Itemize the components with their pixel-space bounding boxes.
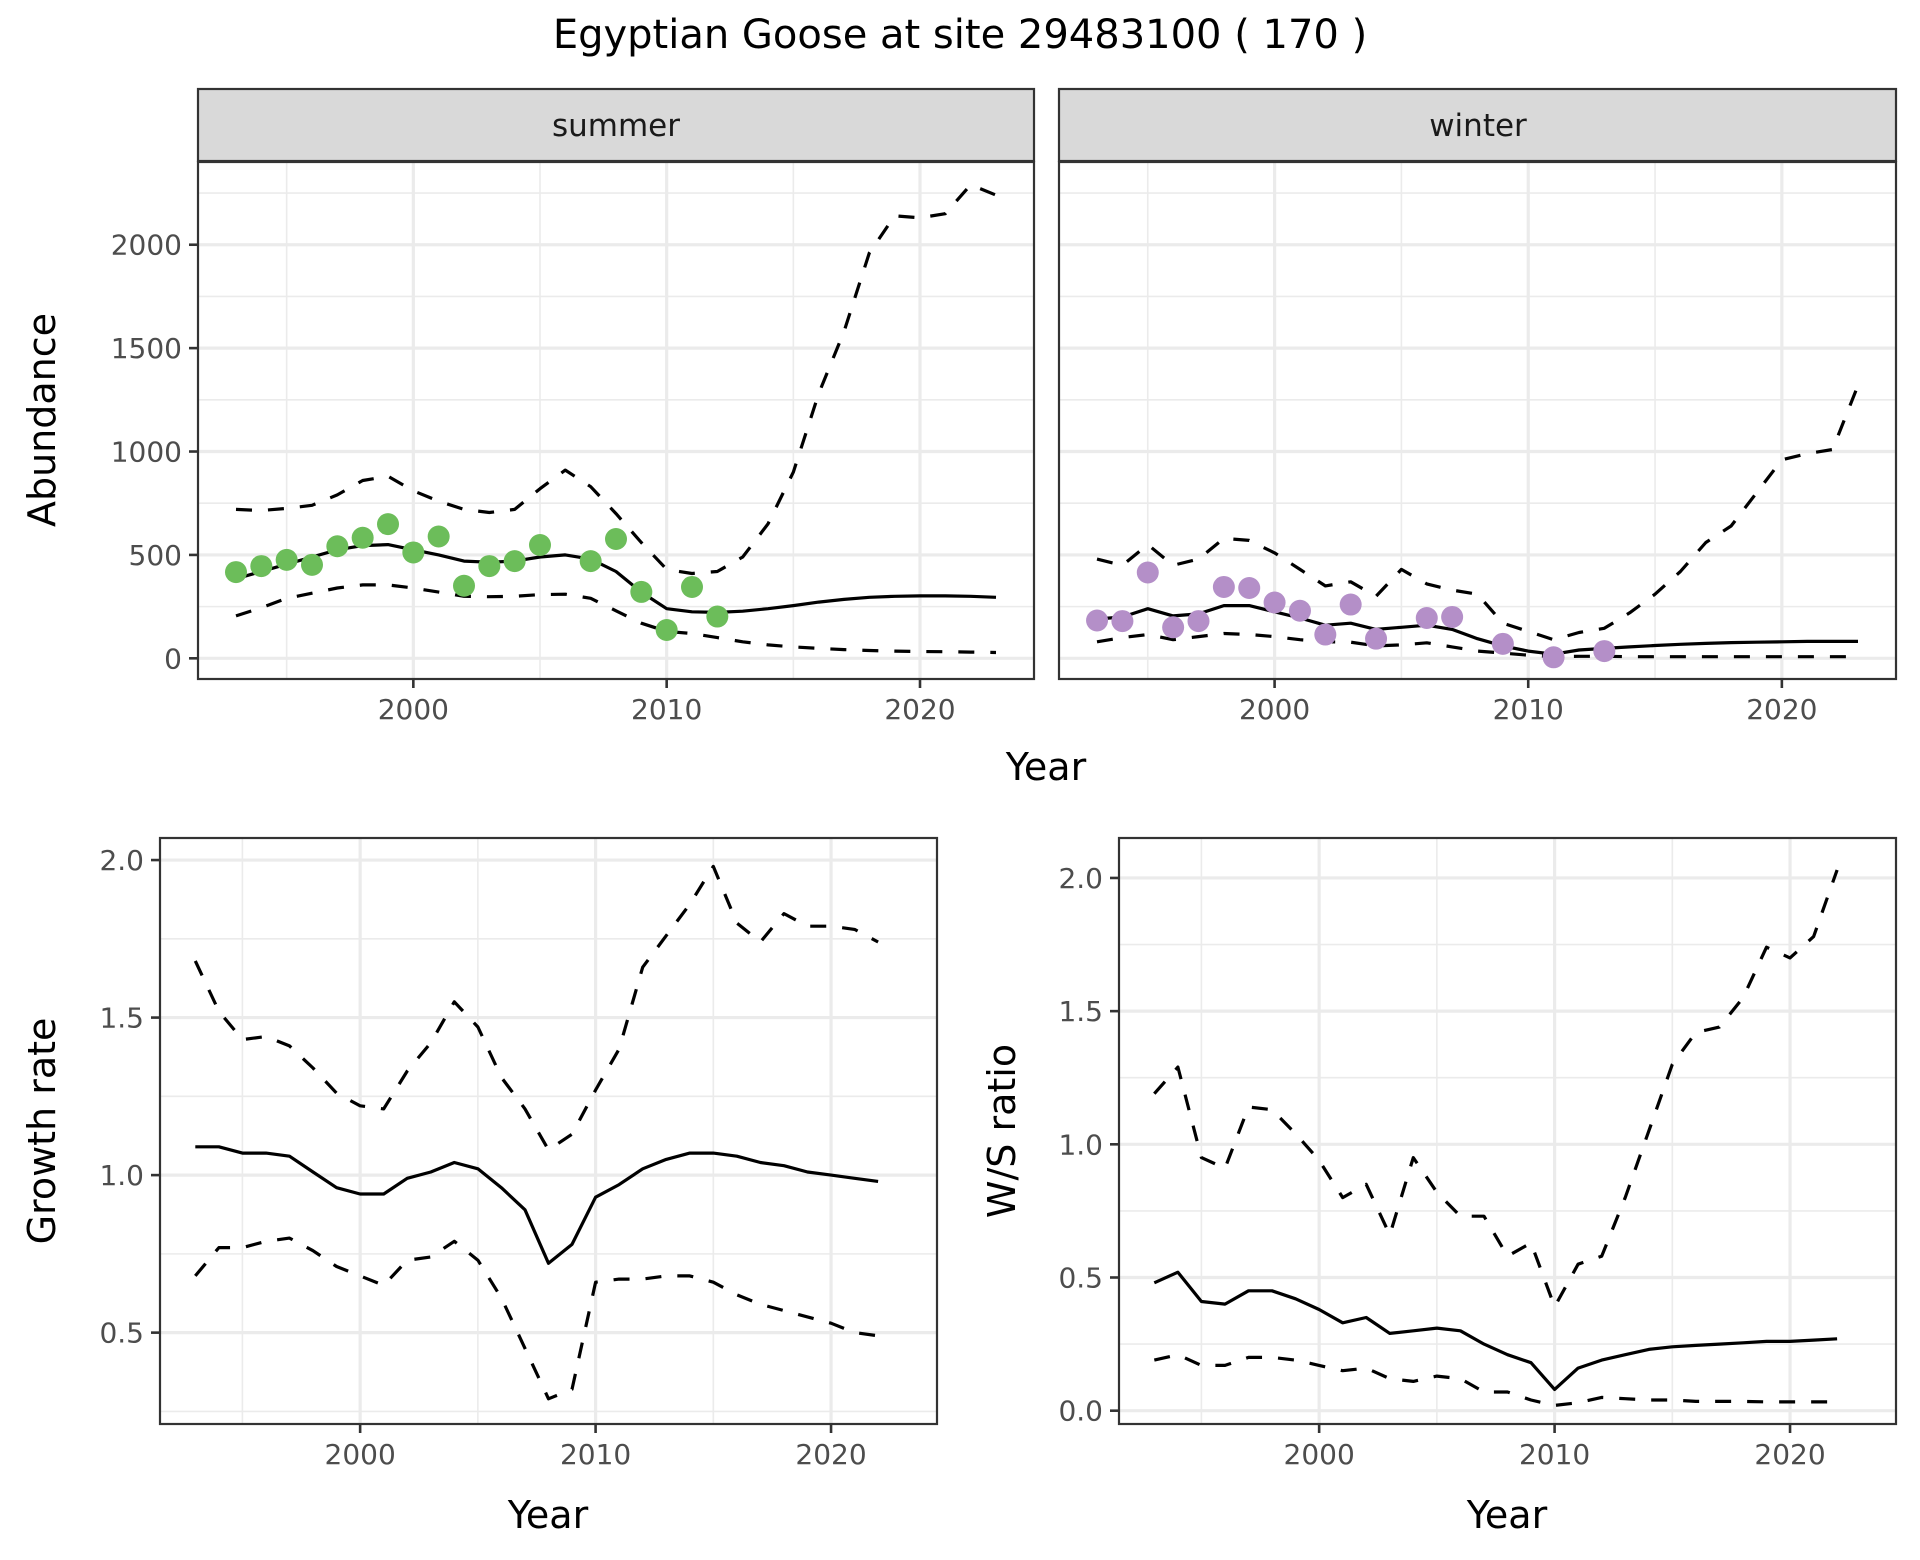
y-tick-label: 1500 <box>111 332 182 365</box>
series-line-mean <box>195 1145 879 1265</box>
data-point <box>225 561 247 584</box>
strip-summer-label: summer <box>552 108 680 144</box>
y-tick-label: 1.5 <box>1058 995 1103 1028</box>
data-point <box>1288 599 1311 622</box>
data-point <box>1136 561 1159 584</box>
series-line-upper <box>235 183 997 576</box>
data-point <box>706 605 729 628</box>
data-point <box>1086 609 1109 632</box>
x-tick-label: 2000 <box>1239 693 1310 726</box>
data-point <box>326 535 349 558</box>
x-tick-label: 2010 <box>1493 693 1564 726</box>
strip-summer: summer <box>196 87 1036 163</box>
x-tick-label: 2000 <box>378 693 449 726</box>
data-point <box>1162 616 1185 639</box>
data-point <box>377 513 399 536</box>
y-tick-label: 0.5 <box>1058 1262 1103 1295</box>
data-point <box>1365 627 1388 650</box>
strip-winter: winter <box>1057 87 1898 163</box>
y-axis-title-ws-ratio: W/S ratio <box>980 1044 1024 1218</box>
plot-background <box>1119 838 1896 1424</box>
y-tick-label: 500 <box>129 539 182 572</box>
x-axis-title-ws: Year <box>1466 1493 1548 1537</box>
y-tick-label: 0 <box>164 642 182 675</box>
data-point <box>1415 606 1438 629</box>
panel-border <box>1117 836 1898 1426</box>
series-line-lower <box>235 583 997 655</box>
y-tick-label: 1000 <box>111 436 182 469</box>
data-point <box>630 580 653 603</box>
panel-summer: 2000 2010 2020 0 500 1000 1500 2000 <box>111 160 1036 726</box>
data-point <box>1187 610 1210 633</box>
panel-border <box>158 836 939 1426</box>
data-point <box>529 533 551 556</box>
data-point <box>1212 575 1235 598</box>
x-tick-label: 2010 <box>560 1438 631 1471</box>
y-tick-label: 2.0 <box>99 844 144 877</box>
data-point <box>1491 632 1514 655</box>
data-point <box>579 550 602 573</box>
data-point <box>478 555 501 578</box>
data-point <box>1441 605 1464 628</box>
y-tick-label: 2000 <box>111 229 182 262</box>
x-tick-label: 2010 <box>631 693 702 726</box>
panel-winter: 2000 2010 2020 <box>1057 160 1898 726</box>
x-tick-label: 2020 <box>1754 1438 1825 1471</box>
data-point <box>605 527 627 550</box>
data-point <box>250 555 273 578</box>
plot-background <box>198 162 1034 679</box>
data-point <box>1111 610 1134 633</box>
x-tick-label: 2010 <box>1519 1438 1590 1471</box>
y-tick-label: 1.5 <box>99 1002 144 1035</box>
series-line-upper <box>193 864 879 1152</box>
data-point <box>427 525 450 548</box>
data-point <box>275 548 298 571</box>
plot-background <box>1059 162 1896 679</box>
series-line-upper <box>1153 869 1839 1309</box>
data-point <box>351 526 374 549</box>
series-line-mean <box>1096 603 1858 656</box>
series-line-lower <box>1153 1353 1838 1408</box>
y-tick-label: 1.0 <box>1058 1128 1103 1161</box>
x-tick-label: 2020 <box>1746 693 1817 726</box>
data-point <box>1593 640 1616 663</box>
data-point <box>1314 623 1337 646</box>
x-tick-label: 2020 <box>884 693 955 726</box>
data-point <box>402 541 425 564</box>
plot-background <box>160 838 937 1424</box>
x-tick-label: 2000 <box>325 1438 396 1471</box>
panel-border <box>1057 160 1898 681</box>
y-tick-label: 2.0 <box>1058 862 1103 895</box>
data-point <box>301 553 323 576</box>
data-point <box>1542 646 1565 669</box>
series-line-upper <box>1096 384 1860 642</box>
data-point <box>1263 591 1286 614</box>
y-tick-label: 0.5 <box>99 1317 144 1350</box>
x-axis-title-top: Year <box>1005 745 1087 789</box>
data-point <box>681 575 703 598</box>
strip-winter-label: winter <box>1429 108 1527 144</box>
y-axis-title-abundance: Abundance <box>20 313 64 527</box>
series-line-lower <box>1096 631 1858 659</box>
y-tick-label: 0.0 <box>1058 1395 1103 1428</box>
panel-border <box>196 160 1036 681</box>
chart-title: Egyptian Goose at site 29483100 ( 170 ) <box>553 12 1367 58</box>
series-line-lower <box>194 1236 879 1401</box>
y-axis-title-growth-rate: Growth rate <box>20 1018 64 1245</box>
data-point <box>655 618 678 641</box>
data-point <box>503 550 526 573</box>
panel-growth-rate: 2000 2010 2020 0.5 1.0 1.5 2.0 <box>99 836 939 1471</box>
x-tick-label: 2020 <box>795 1438 866 1471</box>
panel-ws-ratio: 2000 2010 2020 0.0 0.5 1.0 1.5 2.0 <box>1058 836 1898 1471</box>
x-tick-label: 2000 <box>1284 1438 1355 1471</box>
data-point <box>1339 593 1362 616</box>
data-point <box>453 574 475 597</box>
data-point <box>1238 577 1261 600</box>
y-tick-label: 1.0 <box>99 1159 144 1192</box>
x-axis-title-growth: Year <box>507 1493 589 1537</box>
series-line-mean <box>1153 1270 1838 1392</box>
